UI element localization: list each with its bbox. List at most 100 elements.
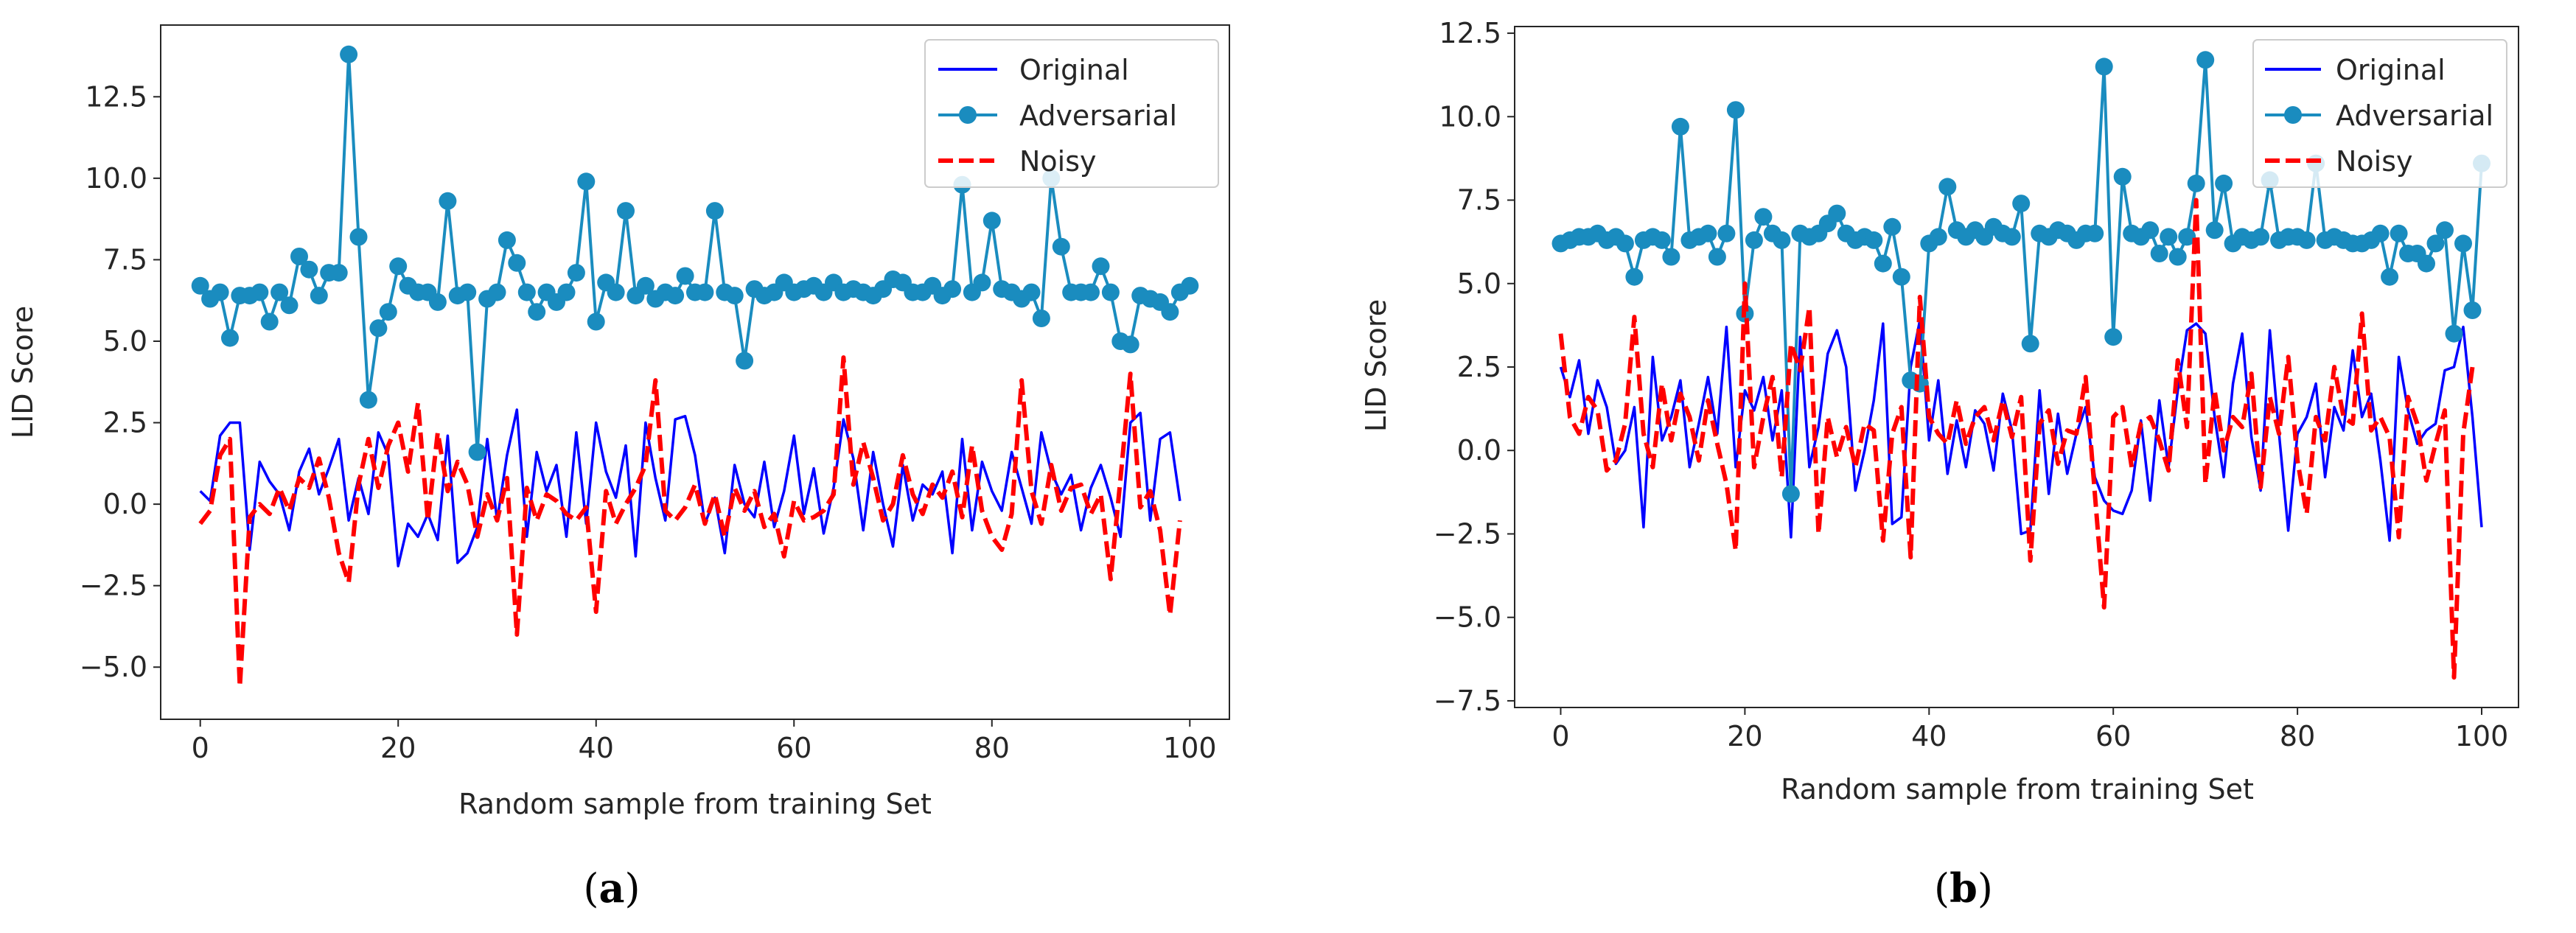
series-line-noisy-a — [198, 355, 1182, 689]
data-point-adversarial-a — [488, 283, 506, 301]
x-tick-label-b-3: 60 — [2095, 720, 2131, 752]
data-point-adversarial-a — [389, 257, 408, 276]
data-point-adversarial-b — [1717, 224, 1736, 242]
data-point-adversarial-b — [2095, 57, 2113, 76]
data-point-adversarial-b — [1625, 268, 1644, 286]
data-point-adversarial-b — [1781, 485, 1800, 503]
data-point-adversarial-a — [369, 319, 388, 338]
y-tick-label-b-4: 2.5 — [1457, 351, 1501, 383]
data-point-adversarial-a — [458, 283, 477, 301]
y-axis-label-a: LID Score — [7, 306, 39, 438]
data-point-adversarial-a — [1052, 237, 1070, 256]
data-point-adversarial-a — [251, 283, 269, 301]
y-axis-ticks-a: −5.0 −2.5 0.0 2.5 5.0 7.5 10.0 12.5 — [80, 80, 161, 683]
data-point-adversarial-a — [280, 296, 299, 315]
plot-area-a — [191, 45, 1199, 689]
x-tick-label-a-5: 100 — [1163, 732, 1217, 764]
y-tick-label-b-6: 7.5 — [1457, 184, 1501, 217]
data-point-adversarial-b — [1671, 117, 1689, 136]
chart-panel-b: −7.5 −5.0 −2.5 0.0 2.5 5.0 7.5 10.0 12.5 0 20 40 60… — [1360, 17, 2519, 912]
data-point-adversarial-b — [2141, 221, 2160, 240]
x-tick-label-b-2: 40 — [1911, 720, 1947, 752]
legend-label-adversarial-b: Adversarial — [2336, 99, 2493, 132]
legend-box-a — [924, 39, 1219, 188]
data-point-adversarial-b — [2381, 268, 2399, 286]
data-point-adversarial-a — [329, 264, 348, 282]
data-point-adversarial-a — [587, 312, 605, 331]
data-point-adversarial-a — [636, 276, 655, 295]
y-tick-label-a-2: 0.0 — [103, 488, 147, 520]
y-tick-label-a-1: −2.5 — [80, 570, 147, 602]
y-tick-label-a-7: 12.5 — [85, 80, 147, 113]
data-point-adversarial-a — [1082, 283, 1100, 301]
data-point-adversarial-b — [2086, 224, 2104, 242]
data-point-adversarial-b — [1865, 231, 1883, 249]
data-point-adversarial-b — [1892, 268, 1910, 286]
data-point-adversarial-a — [290, 248, 308, 265]
data-point-adversarial-a — [973, 273, 991, 292]
data-point-adversarial-b — [2426, 234, 2445, 253]
data-point-adversarial-b — [1699, 224, 1717, 242]
legend-a: Original Adversarial Noisy — [924, 39, 1219, 188]
data-point-adversarial-b — [1726, 101, 1745, 119]
data-point-adversarial-a — [1121, 335, 1139, 354]
chart-panel-a: −5.0 −2.5 0.0 2.5 5.0 7.5 10.0 12.5 0 20 40 60 80 10… — [7, 24, 1230, 912]
data-point-adversarial-a — [943, 280, 962, 298]
y-tick-label-a-3: 2.5 — [103, 407, 147, 439]
data-point-adversarial-a — [191, 276, 209, 295]
data-point-adversarial-b — [2012, 195, 2031, 213]
legend-label-original-a: Original — [1019, 54, 1129, 86]
legend-box-b — [2252, 39, 2507, 188]
y-tick-label-b-7: 10.0 — [1439, 100, 1501, 133]
data-point-adversarial-a — [517, 283, 536, 301]
x-axis-ticks-a: 0 20 40 60 80 100 — [192, 719, 1217, 764]
data-point-adversarial-a — [508, 254, 526, 272]
data-point-adversarial-a — [528, 303, 546, 321]
data-point-adversarial-b — [2021, 335, 2039, 353]
data-point-adversarial-a — [379, 303, 397, 321]
x-tick-label-a-4: 80 — [974, 732, 1010, 764]
data-point-adversarial-a — [498, 231, 516, 249]
data-point-adversarial-a — [617, 202, 635, 220]
series-line-original-b — [1559, 318, 2483, 542]
data-point-adversarial-a — [666, 287, 685, 305]
data-point-adversarial-b — [1754, 208, 1773, 226]
data-point-adversarial-a — [221, 329, 239, 347]
data-point-adversarial-b — [1938, 178, 1957, 196]
data-point-adversarial-a — [310, 287, 328, 305]
y-tick-label-b-0: −7.5 — [1434, 685, 1501, 717]
data-point-adversarial-b — [2371, 224, 2390, 242]
x-tick-label-b-1: 20 — [1727, 720, 1762, 752]
x-tick-label-b-4: 80 — [2280, 720, 2315, 752]
legend-marker-adversarial-b — [2284, 106, 2302, 124]
y-tick-label-b-3: 0.0 — [1457, 434, 1501, 466]
data-point-adversarial-b — [2418, 254, 2435, 273]
data-point-adversarial-a — [428, 293, 447, 311]
y-tick-label-b-1: −5.0 — [1434, 601, 1501, 634]
x-tick-label-a-3: 60 — [776, 732, 811, 764]
data-point-adversarial-a — [736, 352, 754, 370]
x-tick-label-a-2: 40 — [579, 732, 614, 764]
data-point-adversarial-a — [1101, 283, 1120, 301]
data-point-adversarial-a — [577, 172, 596, 191]
plot-area-b — [1551, 51, 2491, 680]
data-point-adversarial-b — [2187, 174, 2205, 192]
data-point-adversarial-a — [705, 202, 724, 220]
data-point-adversarial-b — [2445, 324, 2463, 343]
x-tick-label-b-0: 0 — [1551, 720, 1569, 752]
data-point-adversarial-b — [2150, 245, 2168, 262]
data-point-adversarial-b — [2160, 228, 2178, 246]
data-point-adversarial-a — [1161, 303, 1179, 321]
legend-marker-adversarial-a — [959, 106, 977, 124]
caption-b: (b) — [1934, 864, 1993, 912]
data-point-adversarial-a — [260, 312, 279, 331]
data-point-adversarial-b — [2215, 174, 2233, 192]
data-point-adversarial-b — [1828, 204, 1846, 223]
y-tick-label-a-0: −5.0 — [80, 651, 147, 683]
data-point-adversarial-a — [359, 391, 377, 409]
data-point-adversarial-a — [1181, 276, 1199, 295]
data-point-adversarial-b — [1874, 254, 1892, 273]
data-point-adversarial-a — [725, 287, 744, 305]
x-axis-ticks-b: 0 20 40 60 80 100 — [1551, 707, 2508, 752]
